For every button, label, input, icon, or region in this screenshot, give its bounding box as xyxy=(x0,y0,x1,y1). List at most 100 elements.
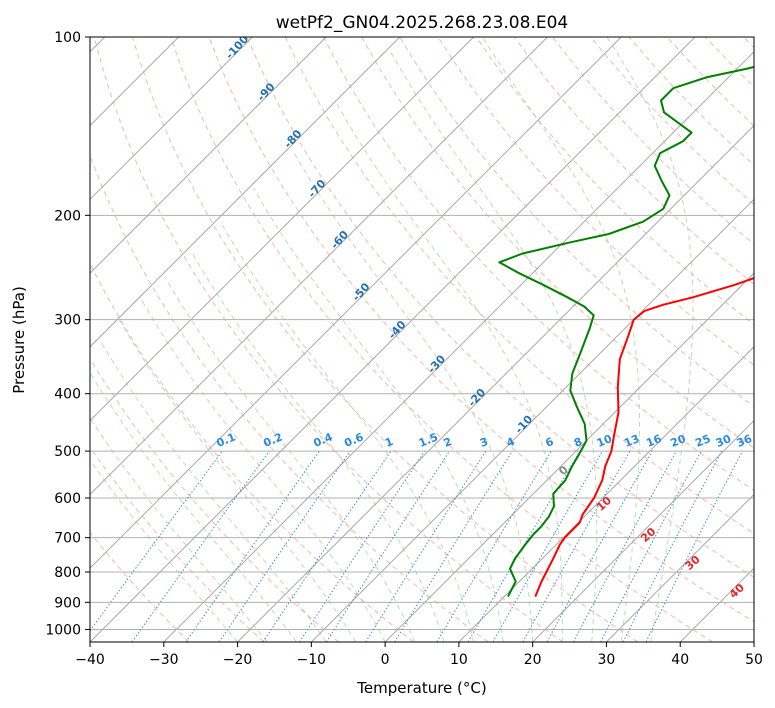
mixing-ratio-line xyxy=(546,450,653,642)
mixing-ratio-line xyxy=(522,450,631,642)
y-tick-label: 500 xyxy=(54,444,81,460)
x-tick-label: 20 xyxy=(524,652,542,668)
mixing-ratio-label: 6 xyxy=(544,435,556,450)
mixing-ratio-label: 0.6 xyxy=(342,430,365,449)
x-axis: −40 −30 −20 −10 0 10 20 30 40 50 xyxy=(75,642,763,668)
mixing-ratio-line xyxy=(436,450,552,642)
mixing-ratio-label: 0.2 xyxy=(262,431,285,450)
mixing-ratio-label: 4 xyxy=(505,435,517,450)
isotherm-label: -30 xyxy=(425,352,448,376)
isotherm-label: -60 xyxy=(328,228,351,252)
isotherm-line xyxy=(679,567,754,642)
isotherm-label: -90 xyxy=(255,80,278,104)
series-line-temperature xyxy=(534,277,754,597)
isotherm-line xyxy=(90,37,622,569)
dry-adiabat-line xyxy=(437,37,754,366)
mixing-ratio-line xyxy=(218,450,351,642)
dry-adiabat-line xyxy=(90,154,489,642)
plot-frame xyxy=(89,36,755,643)
adiabat-label: 30 xyxy=(683,553,703,573)
isotherm-label: -40 xyxy=(386,318,409,342)
mixing-ratio-line xyxy=(600,450,702,642)
y-tick-label: 700 xyxy=(54,531,81,547)
isotherm-line xyxy=(90,37,475,422)
y-tick-label: 1000 xyxy=(45,622,81,638)
x-tick-label: 10 xyxy=(450,652,468,668)
y-tick-label: 400 xyxy=(54,387,81,403)
mixing-ratio-line xyxy=(645,450,743,642)
line-labels-layer: 0.1 0.2 0.4 0.6 1 1.5 2 3 4 6 8 10 13 16 20 25 30 36-100-… xyxy=(215,37,754,601)
mixing-ratio-line xyxy=(365,450,487,642)
y-axis: 100 200 300 400 500 600 700 800 900 1000 xyxy=(45,30,90,638)
isotherm-line xyxy=(606,493,754,642)
moist-adiabat-line xyxy=(90,417,268,642)
mixing-ratio-line xyxy=(299,450,426,642)
x-tick-label: −20 xyxy=(223,652,253,668)
x-tick-label: 30 xyxy=(598,652,616,668)
grid-layer xyxy=(90,37,754,642)
y-tick-label: 300 xyxy=(54,313,81,329)
isotherm-line xyxy=(532,419,754,642)
moist-adiabat-line xyxy=(90,459,238,642)
series-line-dewpoint xyxy=(498,65,754,598)
mixing-ratio-label: 3 xyxy=(478,435,490,450)
moist-adiabat-line xyxy=(219,221,475,642)
moist-adiabat-line xyxy=(165,277,416,642)
moist-adiabat-line xyxy=(139,297,386,642)
mixing-ratio-line xyxy=(131,450,270,642)
moist-adiabat-line xyxy=(190,251,445,642)
dry-adiabat-line xyxy=(399,37,754,408)
isotherm-label: -10 xyxy=(512,413,535,437)
adiabat-label: 20 xyxy=(638,525,658,545)
isotherm-line xyxy=(237,124,754,642)
dry-adiabat-line xyxy=(90,262,414,642)
x-tick-label: −10 xyxy=(297,652,327,668)
mixing-ratio-label: 36 xyxy=(735,432,754,450)
isotherm-line xyxy=(384,272,754,642)
mixing-ratio-line xyxy=(185,450,320,642)
dry-adiabat-line xyxy=(132,37,639,642)
isotherm-label: -50 xyxy=(350,280,373,304)
isotherm-line xyxy=(310,198,754,642)
mixing-ratio-line xyxy=(573,450,677,642)
dry-adiabat-line xyxy=(361,37,754,449)
mixing-ratio-label: 20 xyxy=(669,432,688,450)
isotherm-line xyxy=(90,37,253,201)
mixing-ratio-label: 2 xyxy=(442,435,454,450)
dry-adiabat-line xyxy=(513,37,754,285)
isotherm-line xyxy=(90,37,401,348)
x-tick-label: 40 xyxy=(671,652,689,668)
mixing-ratio-line xyxy=(90,450,223,632)
dry-adiabat-line xyxy=(246,37,754,578)
mixing-ratio-label: 16 xyxy=(644,432,663,450)
mixing-ratio-line xyxy=(394,450,513,642)
mixing-ratio-label: 1 xyxy=(383,435,395,450)
dry-adiabat-line xyxy=(93,37,564,642)
x-axis-label: Temperature (°C) xyxy=(356,679,486,697)
moist-adiabat-line xyxy=(118,319,357,642)
isotherm-line xyxy=(90,37,548,496)
mixing-ratio-label: 30 xyxy=(714,432,733,450)
dry-adiabat-line xyxy=(743,37,754,49)
mixing-ratio-label: 0.1 xyxy=(215,431,238,450)
dry-adiabat-line xyxy=(590,37,754,206)
adiabat-label: 40 xyxy=(727,581,747,601)
isotherm-line xyxy=(753,641,754,642)
isotherm-line xyxy=(163,51,754,642)
mixing-ratio-label: 10 xyxy=(595,432,614,450)
x-tick-label: −40 xyxy=(75,652,105,668)
y-tick-label: 900 xyxy=(54,595,81,611)
y-tick-label: 600 xyxy=(54,491,81,507)
isotherm-line xyxy=(90,37,696,642)
x-tick-label: −30 xyxy=(149,652,179,668)
dry-adiabat-line xyxy=(475,37,754,326)
mixing-ratio-label: 25 xyxy=(693,432,712,450)
mixing-ratio-line xyxy=(262,450,392,642)
y-tick-label: 200 xyxy=(54,208,81,224)
moist-adiabat-line xyxy=(482,37,640,642)
x-tick-label: 0 xyxy=(381,652,390,668)
mixing-ratio-label: 8 xyxy=(572,435,584,450)
dry-adiabat-line xyxy=(628,37,754,166)
mixing-ratio-label: 13 xyxy=(622,432,641,450)
